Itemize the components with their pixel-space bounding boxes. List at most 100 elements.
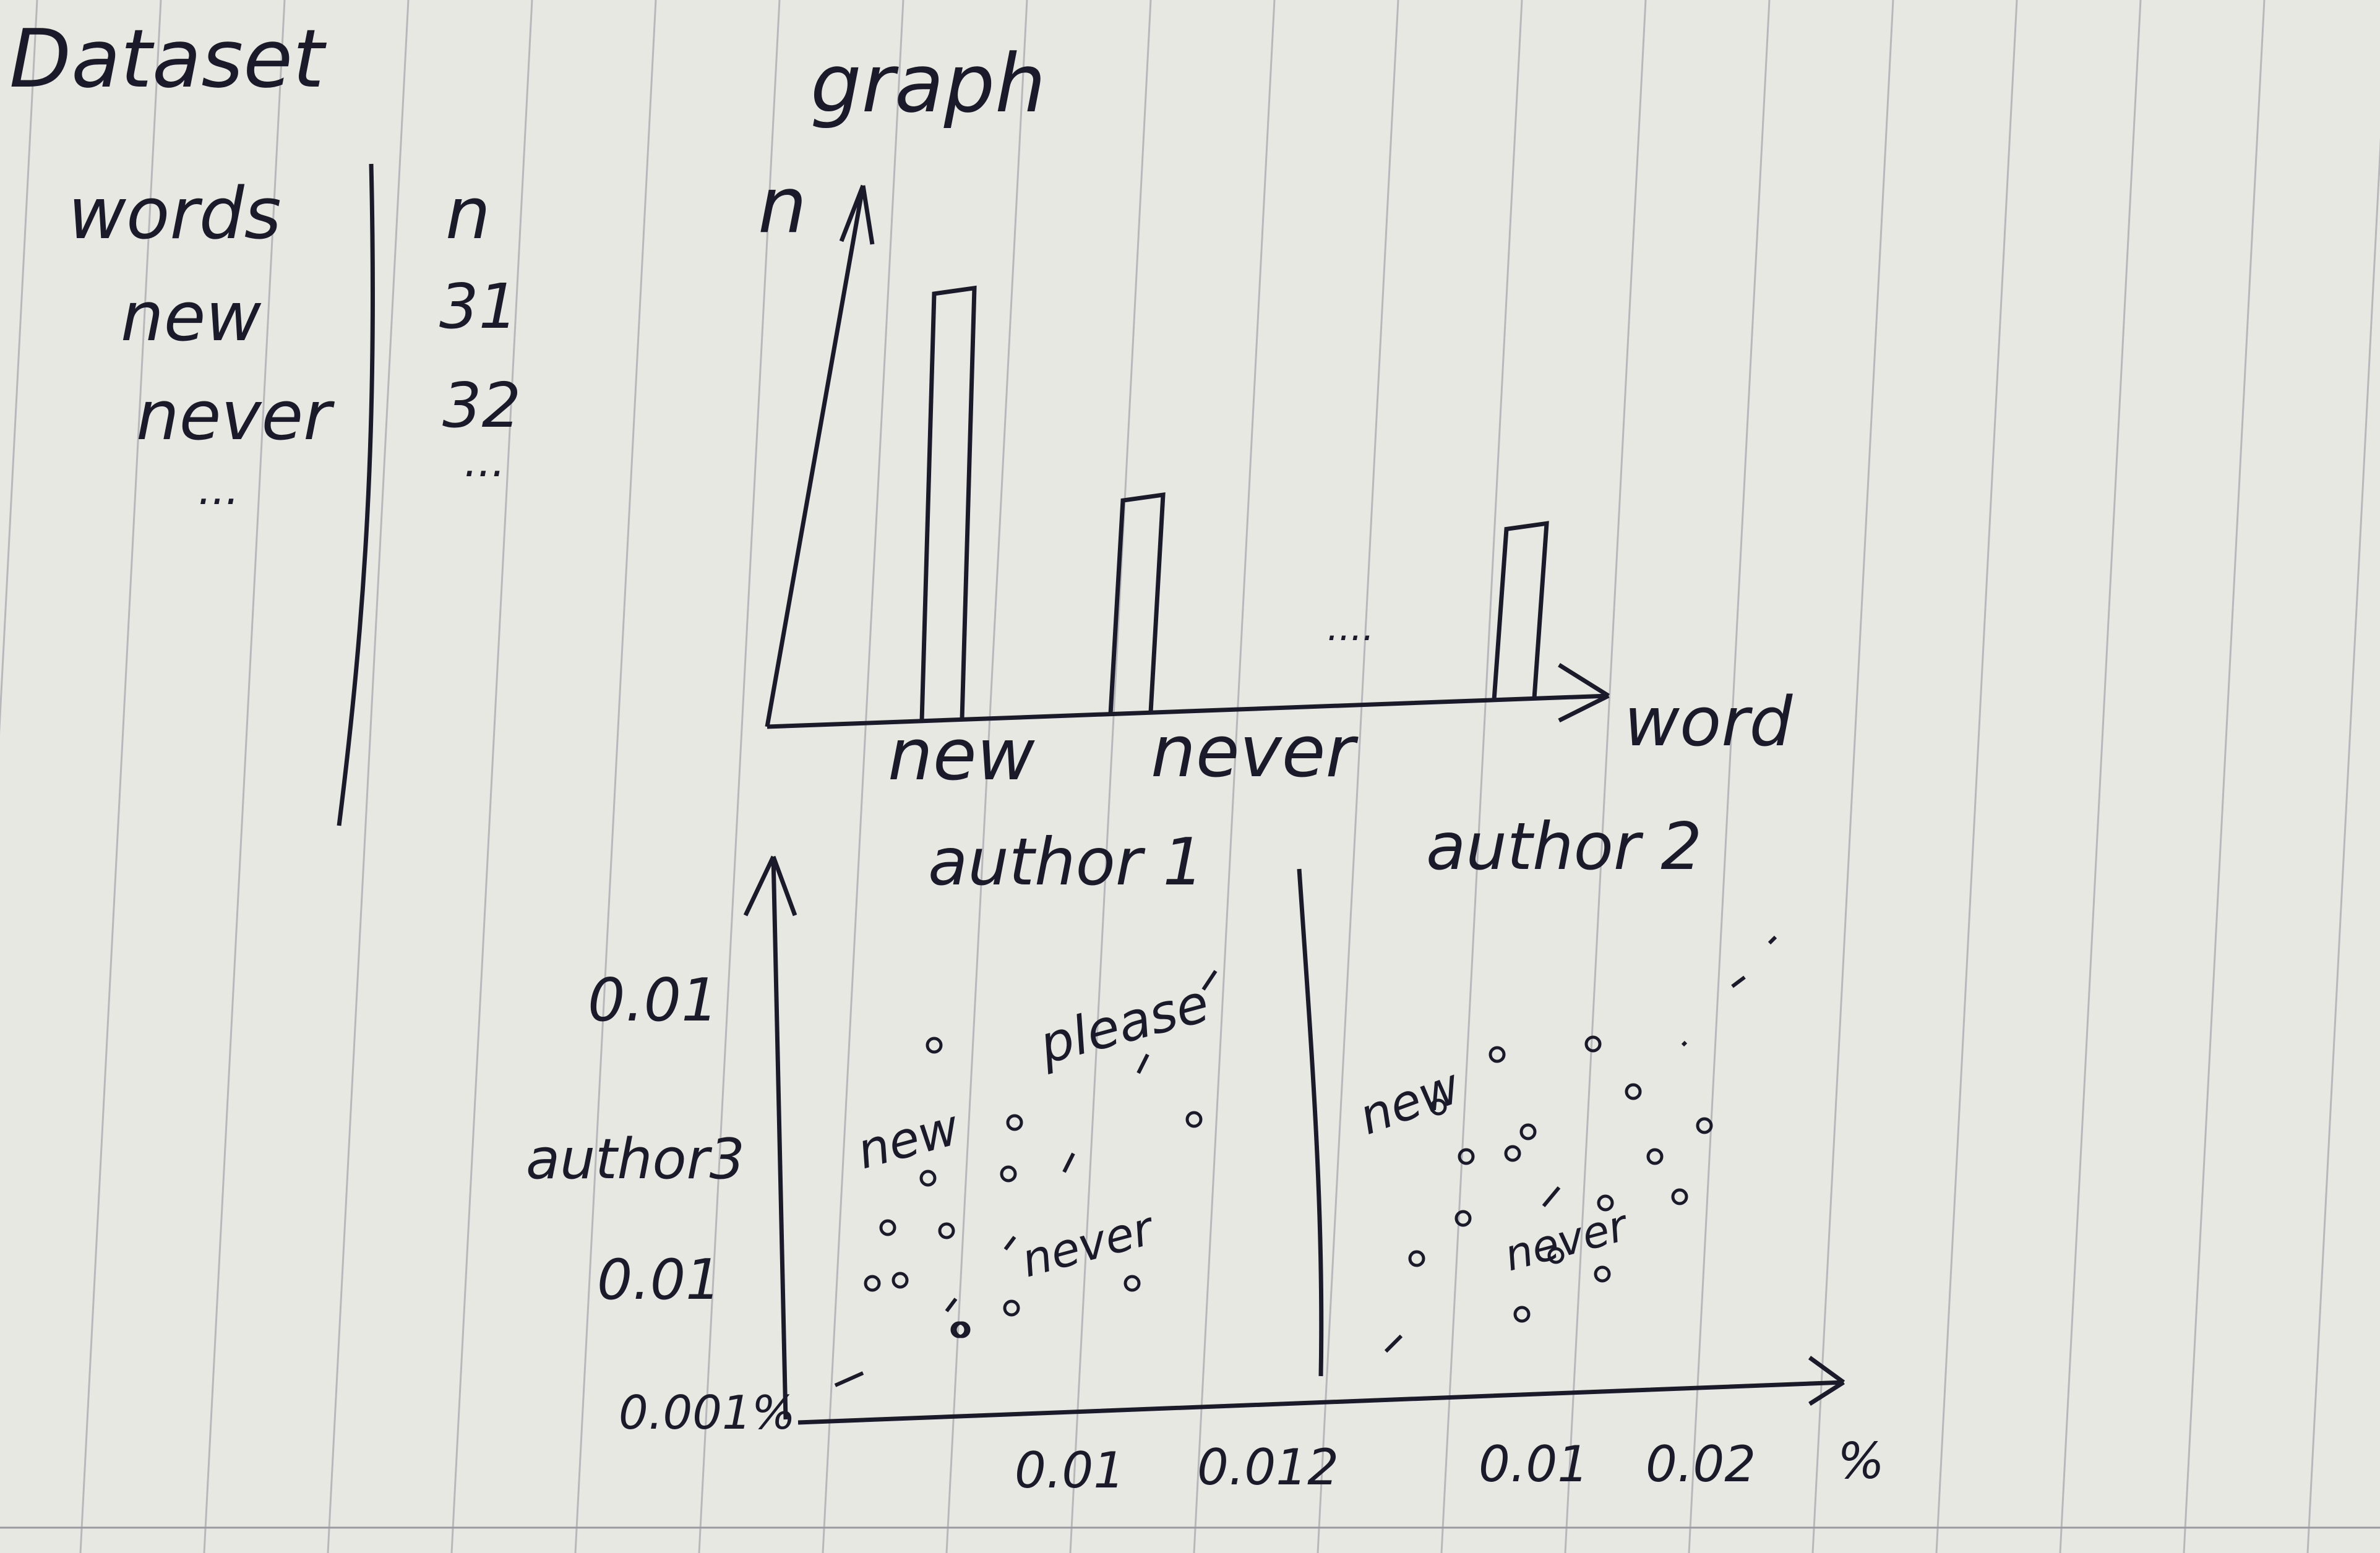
y-tick-top: 0.01 (588, 967, 719, 1035)
ruled-line (2059, 0, 2142, 1553)
y-tick-author3: author3 (526, 1127, 745, 1192)
scatter-point (1003, 1299, 1020, 1317)
scatter-point (1696, 1117, 1713, 1134)
ruled-line (945, 0, 1028, 1553)
scatter-section: author 1 author 2 0.01 author3 0.01 0.00… (526, 809, 1884, 1499)
scatter-point (1458, 1148, 1475, 1165)
ruled-line (574, 0, 657, 1553)
ruled-line (698, 0, 781, 1553)
scatter-dash (834, 1371, 864, 1387)
column-header-words: words (68, 173, 281, 255)
scatter-point (879, 1219, 896, 1236)
table-divider-line (337, 163, 376, 826)
scatter-dash (1003, 1236, 1016, 1251)
scatter-points (834, 935, 1777, 1387)
x-tick-1: 0.01 (1015, 1442, 1125, 1499)
scatter-point (1006, 1114, 1023, 1131)
scatter-dash (1201, 970, 1218, 991)
scatter-dash (945, 1298, 958, 1312)
scatter-point (1454, 1210, 1472, 1227)
point-label-never-author2: never (1499, 1199, 1635, 1281)
scatter-point (953, 1321, 971, 1338)
ruled-line (1811, 0, 1894, 1553)
dataset-title: Dataset (9, 12, 327, 106)
scatter-point (1519, 1123, 1537, 1140)
x-tick-2: 0.012 (1197, 1439, 1339, 1496)
scatter-point (1000, 1165, 1017, 1183)
ruled-line (2183, 0, 2266, 1553)
bar-graph: graph n new never .... word (758, 36, 1793, 797)
ruled-line (822, 0, 904, 1553)
ruled-line (1564, 0, 1647, 1553)
bar-new (919, 285, 977, 721)
scatter-point (938, 1222, 955, 1239)
scatter-point (1625, 1083, 1642, 1100)
panel-label-author-1: author 1 (928, 824, 1204, 900)
graph-y-label: n (758, 161, 807, 250)
ruled-line (0, 0, 38, 735)
row-n-32: 32 (442, 369, 521, 442)
scatter-point (1547, 1247, 1565, 1264)
x-tick-never: never (1151, 711, 1359, 794)
bar-never (1108, 492, 1166, 714)
scatter-point (1408, 1250, 1425, 1267)
scatter-point (1513, 1306, 1531, 1323)
dataset-section: Dataset words n new 31 never 32 ... ... (9, 12, 521, 826)
scatter-dash (1384, 1334, 1403, 1353)
row-word-new: new (121, 277, 262, 356)
graph-y-axis (765, 184, 875, 727)
ellipsis-left: ... (198, 464, 239, 515)
ruled-line (1688, 0, 1771, 1553)
scatter-dash (1062, 1152, 1075, 1173)
x-tick-4: 0.02 (1646, 1435, 1756, 1493)
scatter-point (1597, 1194, 1614, 1212)
gap-dots: .... (1327, 606, 1374, 649)
ruled-line (2306, 137, 2380, 1553)
ruled-line (1069, 0, 1152, 1553)
ruled-line (1935, 0, 2018, 1553)
point-label-new-author1: new (851, 1098, 965, 1181)
y-tick-mid: 0.01 (597, 1247, 721, 1312)
graph-title: graph (810, 36, 1046, 130)
scatter-point (926, 1037, 943, 1054)
scatter-dash (1681, 1040, 1688, 1047)
column-header-n: n (445, 173, 491, 255)
scatter-x-axis (797, 1356, 1845, 1425)
ruled-line (450, 0, 533, 1553)
bar-unlabeled (1492, 521, 1549, 701)
scatter-point (1185, 1111, 1203, 1128)
scatter-point (891, 1272, 909, 1289)
scatter-dash (1768, 935, 1777, 945)
ruled-line (79, 0, 162, 1553)
ruled-line (327, 0, 410, 1553)
x-unit: % (1837, 1432, 1884, 1490)
scatter-point (919, 1170, 937, 1187)
scatter-point (1489, 1046, 1506, 1063)
ruled-line (1317, 0, 1399, 1553)
x-tick-3: 0.01 (1479, 1435, 1589, 1493)
ruled-line (1440, 0, 1523, 1553)
scatter-point (1646, 1148, 1664, 1165)
scatter-dash (1542, 1186, 1561, 1207)
point-label-new-author2: new (1352, 1057, 1468, 1146)
row-word-never: never (136, 376, 335, 455)
scatter-point (1123, 1275, 1141, 1292)
row-n-31: 31 (439, 270, 518, 343)
scatter-dash (1731, 975, 1746, 988)
scatter-point (1584, 1035, 1602, 1053)
scatter-y-axis (743, 855, 797, 1420)
ruled-line (1193, 0, 1276, 1553)
scatter-point (1594, 1265, 1611, 1283)
scatter-point (1430, 1098, 1447, 1116)
ellipsis-right: ... (464, 436, 505, 487)
panel-divider-line (1297, 868, 1324, 1377)
scatter-point (864, 1275, 881, 1292)
graph-x-axis (767, 663, 1610, 729)
y-tick-bottom: 0.001% (619, 1385, 796, 1440)
graph-x-label: word (1624, 682, 1793, 761)
ruled-line (203, 0, 286, 1553)
scatter-point (1671, 1188, 1688, 1205)
x-tick-new: new (888, 714, 1036, 797)
